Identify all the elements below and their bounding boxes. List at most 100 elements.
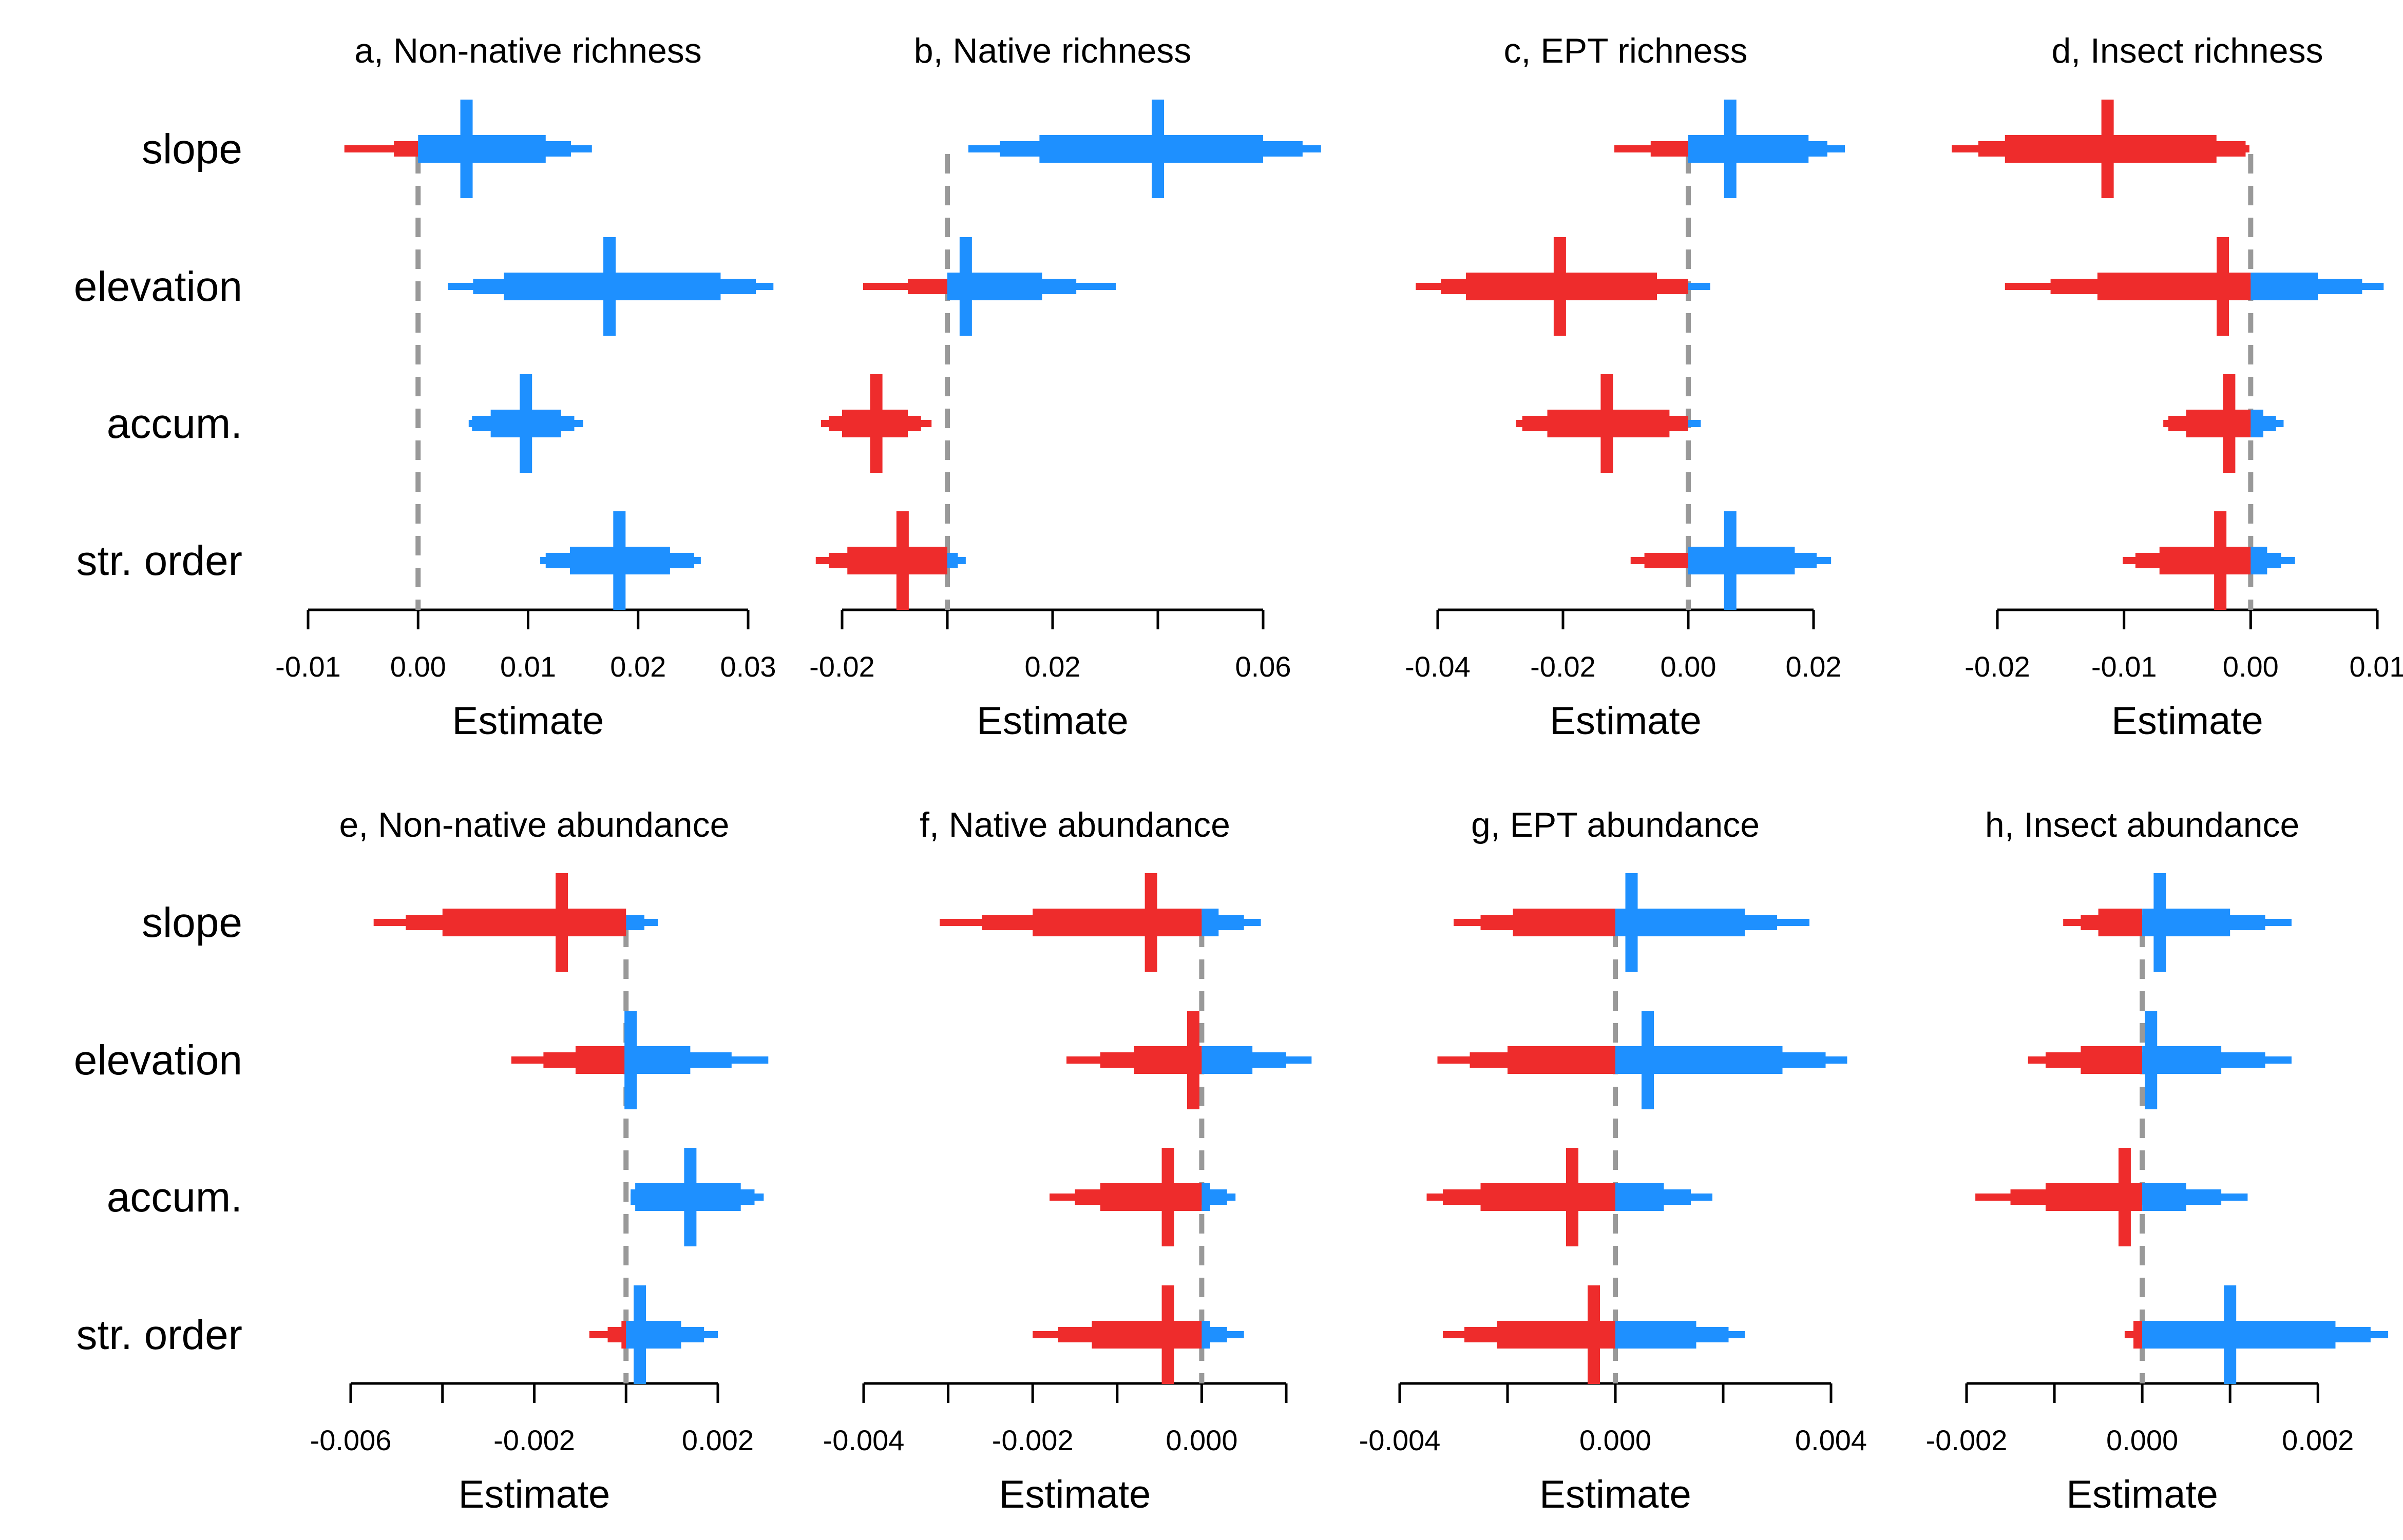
median-marker: [634, 1285, 646, 1384]
x-axis-label: Estimate: [2066, 1473, 2218, 1516]
median-marker: [2217, 237, 2229, 336]
ci50-bar-positive: [1202, 1321, 1210, 1349]
row-labels: slope elevation accum. str. order slope eleva…: [74, 126, 242, 1358]
interval-accum: [1516, 374, 1701, 473]
panel-title: c, EPT richness: [1504, 31, 1748, 70]
median-marker: [603, 237, 616, 336]
x-tick-label: 0.000: [2106, 1424, 2178, 1456]
row-label: slope: [142, 899, 242, 946]
median-marker: [1566, 1148, 1578, 1246]
ci50-bar-negative: [621, 1321, 626, 1349]
x-tick-label: 0.00: [390, 650, 446, 683]
panel-title: f, Native abundance: [920, 805, 1230, 844]
median-marker: [1625, 873, 1638, 972]
x-tick-label: 0.00: [2223, 650, 2279, 683]
interval-strorder: [1630, 511, 1832, 610]
panel-title: a, Non-native richness: [354, 31, 702, 70]
panel-title: g, EPT abundance: [1471, 805, 1760, 844]
ci50-bar-negative: [1033, 909, 1202, 936]
median-marker: [1588, 1285, 1600, 1384]
median-marker: [1600, 374, 1613, 473]
x-tick-label: -0.02: [1965, 650, 2030, 683]
row-label: str. order: [76, 1312, 242, 1358]
median-marker: [1161, 1148, 1174, 1246]
ci50-bar-negative: [1508, 1046, 1615, 1074]
median-marker: [2153, 873, 2166, 972]
ci50-bar-negative: [1100, 1183, 1202, 1211]
ci50-bar-positive: [2251, 410, 2263, 437]
interval-slope: [968, 100, 1321, 198]
x-axis-label: Estimate: [999, 1473, 1151, 1516]
median-marker: [870, 374, 883, 473]
interval-elevation: [511, 1011, 769, 1109]
x-tick-label: 0.004: [1795, 1424, 1867, 1456]
ci80-bar-negative: [1650, 141, 1688, 157]
interval-slope: [1952, 100, 2249, 198]
interval-accum: [821, 374, 932, 473]
ci50-bar-positive: [1039, 135, 1263, 163]
median-marker: [1642, 1011, 1654, 1109]
panel-title: b, Native richness: [914, 31, 1191, 70]
ci50-bar-positive: [2251, 273, 2318, 300]
ci50-bar-negative: [442, 909, 626, 936]
ci80-bar-negative: [908, 279, 947, 294]
interval-elevation: [2005, 237, 2384, 336]
ci50-bar-positive: [1202, 1183, 1210, 1211]
x-tick-label: -0.04: [1405, 650, 1471, 683]
interval-elevation: [448, 237, 774, 336]
interval-slope: [1454, 873, 1809, 972]
interval-accum: [1975, 1148, 2248, 1246]
ci50-bar-negative: [2098, 909, 2143, 936]
median-marker: [1152, 100, 1164, 198]
x-axis-label: Estimate: [459, 1473, 611, 1516]
ci50-bar-positive: [1688, 547, 1795, 574]
ci80-bar-positive: [947, 553, 958, 568]
interval-strorder: [2123, 511, 2295, 610]
median-marker: [1145, 873, 1157, 972]
interval-slope: [2063, 873, 2292, 972]
median-marker: [624, 1011, 637, 1109]
median-marker: [1724, 511, 1737, 610]
panel: d, Insect richness -0.02 -0.01 0.00 0.01 Esti…: [1952, 31, 2403, 743]
median-marker: [2118, 1148, 2131, 1246]
median-marker: [460, 100, 473, 198]
ci50-bar-positive: [1615, 1321, 1696, 1349]
ci50-bar-positive: [2142, 1183, 2186, 1211]
interval-slope: [940, 873, 1261, 972]
panel: a, Non-native richness -0.01 0.00 0.01 0.02 0…: [275, 31, 776, 743]
x-axis-label: Estimate: [452, 699, 604, 743]
ci50-bar-positive: [2251, 547, 2267, 574]
x-tick-label: 0.01: [500, 650, 556, 683]
row-label: elevation: [74, 1037, 242, 1084]
x-tick-label: -0.006: [310, 1424, 392, 1456]
ci50-bar-positive: [1688, 135, 1809, 163]
panel: h, Insect abundance -0.002 0.000 0.002 Estim…: [1926, 805, 2389, 1516]
ci80-bar-positive: [626, 915, 644, 930]
median-marker: [2224, 1285, 2237, 1384]
x-tick-label: -0.002: [992, 1424, 1074, 1456]
ci50-bar-positive: [1615, 1046, 1783, 1074]
median-marker: [2101, 100, 2114, 198]
median-marker: [2145, 1011, 2158, 1109]
x-tick-label: 0.00: [1661, 650, 1717, 683]
interval-strorder: [589, 1285, 718, 1384]
interval-accum: [631, 1148, 764, 1246]
x-tick-label: 0.02: [1025, 650, 1081, 683]
interval-accum: [2163, 374, 2284, 473]
panel: f, Native abundance -0.004 -0.002 0.000 Esti…: [823, 805, 1312, 1516]
panels: a, Non-native richness -0.01 0.00 0.01 0.02 0…: [275, 31, 2403, 1516]
interval-strorder: [2124, 1285, 2389, 1384]
x-axis-label: Estimate: [1539, 1473, 1691, 1516]
ci50-bar-positive: [418, 135, 546, 163]
panel-title: h, Insect abundance: [1985, 805, 2299, 844]
interval-accum: [1426, 1148, 1712, 1246]
median-marker: [1553, 237, 1566, 336]
panel: g, EPT abundance -0.004 0.000 0.004 Estimate: [1359, 805, 1867, 1516]
x-tick-label: -0.002: [493, 1424, 575, 1456]
interval-strorder: [1443, 1285, 1745, 1384]
x-tick-label: 0.000: [1166, 1424, 1237, 1456]
interval-elevation: [863, 237, 1116, 336]
panel-title: e, Non-native abundance: [339, 805, 730, 844]
x-tick-label: -0.004: [1359, 1424, 1441, 1456]
